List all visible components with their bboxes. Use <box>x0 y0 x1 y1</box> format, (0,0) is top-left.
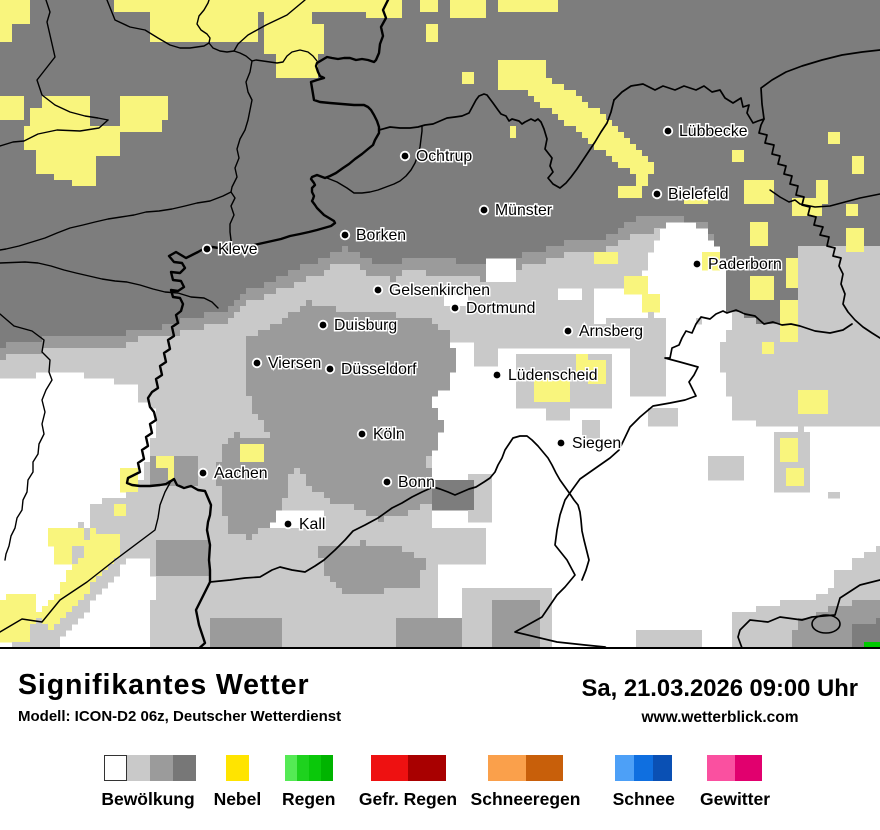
svg-text:Kleve: Kleve <box>218 241 258 258</box>
svg-text:Dortmund: Dortmund <box>466 300 535 317</box>
svg-text:Viersen: Viersen <box>268 355 321 372</box>
svg-text:Ochtrup: Ochtrup <box>416 148 472 165</box>
svg-text:Duisburg: Duisburg <box>334 317 397 334</box>
svg-text:Siegen: Siegen <box>572 435 621 452</box>
svg-text:Borken: Borken <box>356 227 406 244</box>
svg-text:Kall: Kall <box>299 516 325 533</box>
svg-text:Bonn: Bonn <box>398 474 435 491</box>
svg-text:Gelsenkirchen: Gelsenkirchen <box>389 282 490 299</box>
svg-text:Lüdenscheid: Lüdenscheid <box>508 367 598 384</box>
svg-text:Bielefeld: Bielefeld <box>668 186 729 203</box>
svg-text:Paderborn: Paderborn <box>708 256 782 273</box>
svg-text:Köln: Köln <box>373 426 405 443</box>
svg-text:Arnsberg: Arnsberg <box>579 323 643 340</box>
svg-text:Düsseldorf: Düsseldorf <box>341 361 417 378</box>
svg-text:Lübbecke: Lübbecke <box>679 123 748 140</box>
svg-text:Aachen: Aachen <box>214 465 268 482</box>
svg-text:Münster: Münster <box>495 202 552 219</box>
